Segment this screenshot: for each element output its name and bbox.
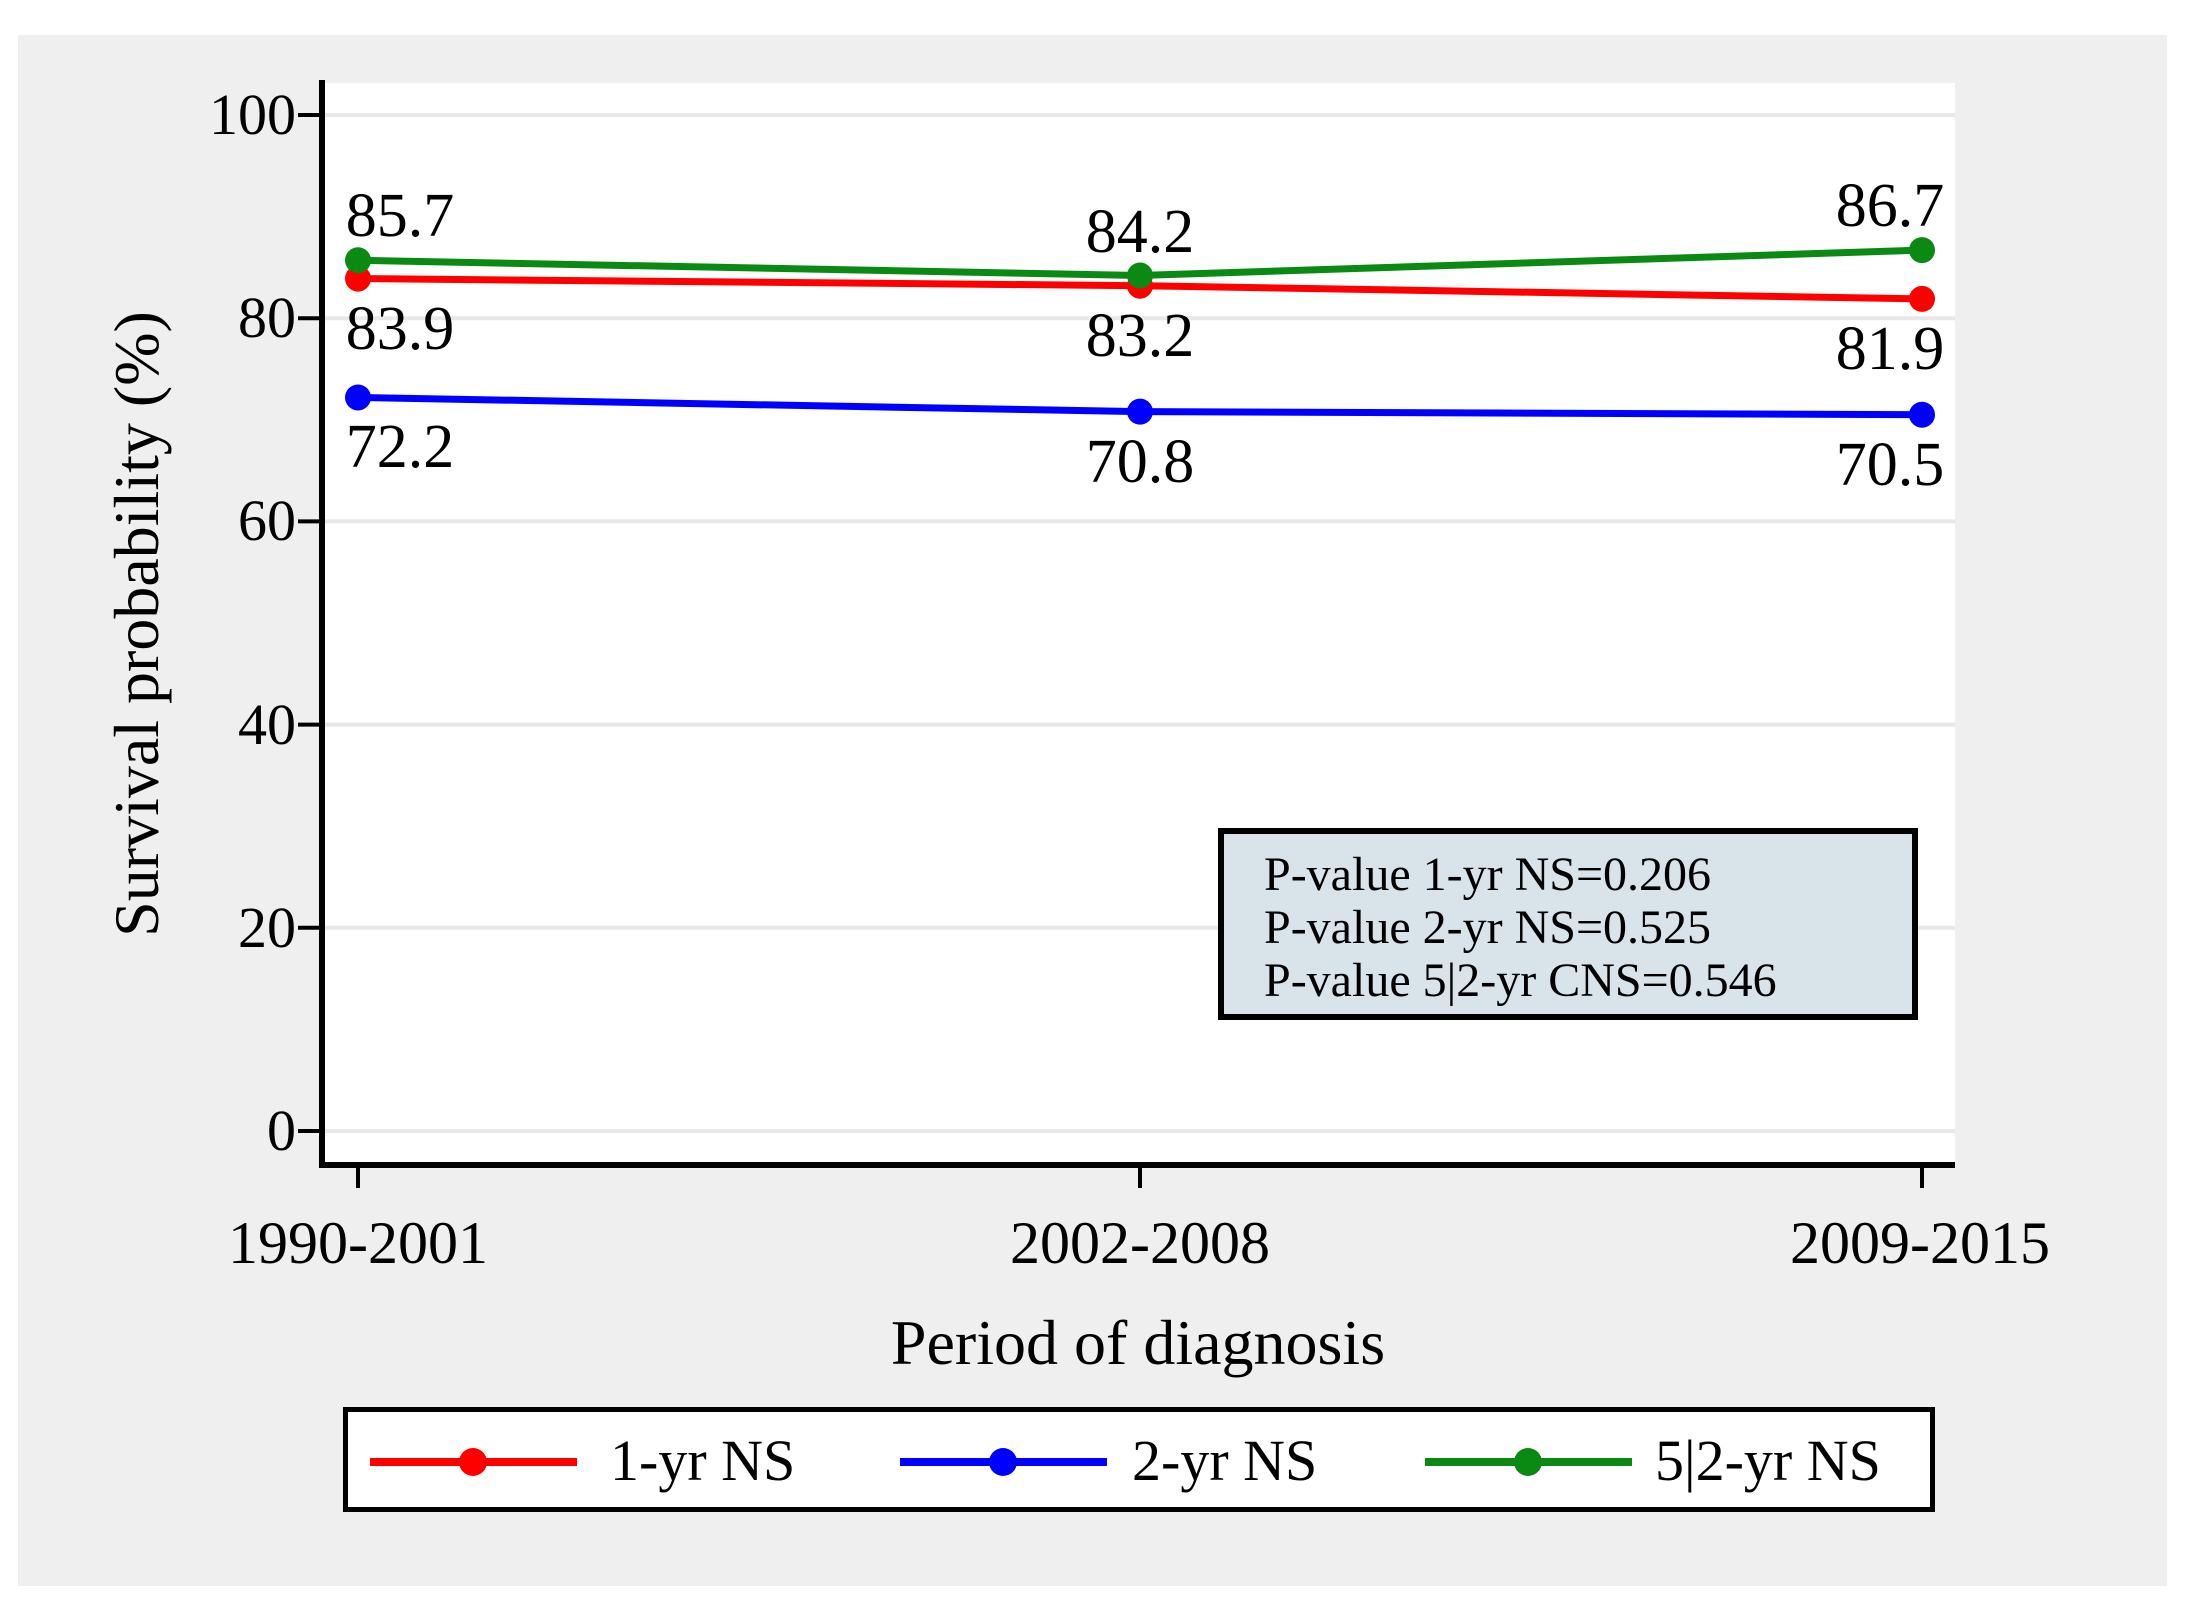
data-label-1yr-2002: 83.2 xyxy=(1085,301,1195,370)
y-tick-label-40: 40 xyxy=(238,692,296,757)
data-label-2yr-2002: 70.8 xyxy=(1085,427,1195,496)
data-label-2yr-1990: 72.2 xyxy=(345,413,455,482)
legend: 1-yr NS 2-yr NS 5|2-yr NS xyxy=(343,1407,1935,1512)
legend-label-2yr: 2-yr NS xyxy=(1132,1428,1318,1493)
x-tick-label-1990-2001: 1990-2001 xyxy=(228,1210,488,1276)
data-label-1yr-1990: 83.9 xyxy=(345,294,455,363)
data-label-5-2yr-1990: 85.7 xyxy=(345,182,455,251)
data-label-5-2yr-2009: 86.7 xyxy=(1835,172,1945,241)
y-tick-label-80: 80 xyxy=(238,285,296,350)
series-marker-5-2-yr-ns-2 xyxy=(1909,237,1935,264)
series-marker-5-2-yr-ns-0 xyxy=(345,247,371,274)
series-marker-5-2-yr-ns-1 xyxy=(1127,262,1153,289)
y-axis-title: Survival probability (%) xyxy=(101,311,172,937)
data-label-1yr-2009: 81.9 xyxy=(1835,314,1945,383)
p-value-line-1: P-value 1-yr NS=0.206 xyxy=(1264,848,1712,901)
y-tick-label-100: 100 xyxy=(209,82,296,147)
legend-label-1yr: 1-yr NS xyxy=(610,1428,796,1493)
legend-key-dot-5-2yr xyxy=(1514,1448,1542,1476)
y-tick-label-60: 60 xyxy=(238,488,296,553)
p-value-line-2: P-value 2-yr NS=0.525 xyxy=(1264,901,1712,954)
series-marker-1-yr-ns-2 xyxy=(1909,285,1935,312)
x-tick-label-2009-2015: 2009-2015 xyxy=(1790,1210,2050,1276)
legend-key-dot-2yr xyxy=(989,1448,1017,1476)
data-label-5-2yr-2002: 84.2 xyxy=(1085,197,1195,266)
x-axis-title: Period of diagnosis xyxy=(890,1307,1386,1378)
series-marker-2-yr-ns-0 xyxy=(345,384,371,411)
y-tick-label-20: 20 xyxy=(238,895,296,960)
series-marker-1-yr-ns-0 xyxy=(345,265,371,292)
y-tick-label-0: 0 xyxy=(267,1098,296,1163)
p-value-annotation-box: P-value 1-yr NS=0.206 P-value 2-yr NS=0.… xyxy=(1218,828,1918,1020)
series-marker-2-yr-ns-1 xyxy=(1127,398,1153,425)
legend-label-5-2yr: 5|2-yr NS xyxy=(1655,1428,1881,1493)
p-value-line-3: P-value 5|2-yr CNS=0.546 xyxy=(1264,954,1777,1007)
x-tick-label-2002-2008: 2002-2008 xyxy=(1010,1210,1270,1276)
series-marker-2-yr-ns-2 xyxy=(1909,401,1935,428)
legend-key-dot-1yr xyxy=(459,1448,487,1476)
data-label-2yr-2009: 70.5 xyxy=(1835,430,1945,499)
